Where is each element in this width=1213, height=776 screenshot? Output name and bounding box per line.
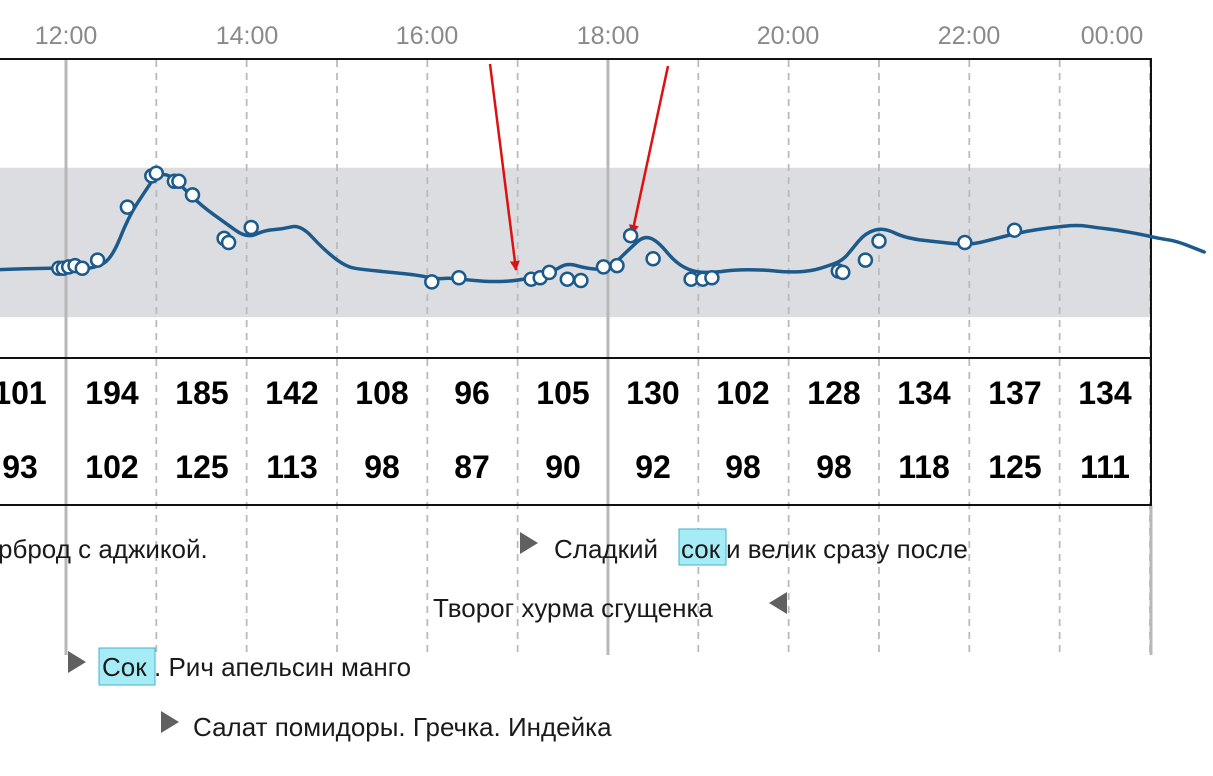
time-label-18: 18:00: [577, 22, 640, 50]
reading-marker: [645, 251, 661, 267]
reading-marker: [119, 199, 136, 215]
table-cell: 134: [1078, 375, 1132, 411]
table-row-min: 93 102 125 113 98 87 90 92 98 98 118 125…: [2, 449, 1130, 485]
note-text: . Рич апельсин манго: [154, 652, 411, 682]
table-cell: 108: [355, 375, 408, 411]
reading-marker: [622, 227, 639, 244]
reading-marker: [74, 260, 91, 277]
reading-marker: [424, 274, 440, 290]
red-arrow-1: [488, 63, 520, 271]
reading-marker: [89, 252, 106, 268]
reading-marker: [220, 234, 237, 251]
reading-marker: [609, 257, 625, 274]
reading-marker: [957, 234, 973, 251]
table-cell: 113: [266, 449, 318, 485]
reading-marker: [835, 264, 851, 281]
table-cell: 90: [545, 449, 581, 485]
reading-marker: [451, 270, 467, 286]
table-cell: 98: [725, 449, 761, 485]
reading-marker: [595, 259, 612, 275]
table-cell: 105: [536, 375, 589, 411]
table-row-max: 101 194 185 142 108 96 105 130 102 128 1…: [0, 375, 1132, 411]
event-notes: рброд с аджикой. Сладкий сок и велик сра…: [0, 528, 968, 742]
time-label-14: 14:00: [216, 22, 279, 50]
reading-marker: [148, 165, 165, 181]
reading-marker: [559, 271, 576, 287]
highlighted-word: Сок: [102, 652, 147, 682]
table-cell: 137: [988, 375, 1041, 411]
note-text: Салат помидоры. Гречка. Индейка: [193, 712, 612, 742]
table-cell: 98: [816, 449, 852, 485]
table-cell: 87: [454, 449, 490, 485]
table-cell: 102: [85, 449, 138, 485]
note-text: рброд с аджикой.: [0, 534, 208, 564]
table-cell: 125: [988, 449, 1041, 485]
time-label-12: 12:00: [35, 22, 98, 50]
table-cell: 98: [364, 449, 400, 485]
table-cell: 194: [85, 375, 139, 411]
table-cell: 102: [716, 375, 769, 411]
time-label-00: 00:00: [1081, 22, 1144, 50]
reading-marker: [171, 173, 187, 190]
note-text: Сладкий: [554, 534, 658, 564]
table-cell: 118: [898, 449, 950, 485]
table-cell: 134: [897, 375, 951, 411]
red-arrow-2: [628, 65, 670, 235]
reading-marker: [573, 272, 589, 289]
reading-markers: [51, 165, 1023, 290]
time-axis-labels: 12:00 14:00 16:00 18:00 20:00 22:00 00:0…: [35, 22, 1144, 50]
reading-marker: [1006, 222, 1023, 238]
triangle-right-icon: [68, 651, 86, 673]
reading-marker: [704, 270, 720, 286]
note-text: Творог хурма сгущенка: [433, 593, 713, 623]
reading-marker: [541, 264, 558, 281]
triangle-right-icon: [520, 532, 538, 554]
table-cell: 101: [0, 375, 47, 411]
search-highlight: [98, 647, 156, 686]
triangle-left-icon: [769, 592, 787, 614]
reading-marker: [871, 233, 887, 249]
highlighted-word: сок: [681, 534, 721, 564]
reading-marker: [243, 219, 259, 236]
table-cell: 96: [454, 375, 490, 411]
triangle-right-icon: [161, 711, 179, 733]
table-cell: 130: [626, 375, 679, 411]
table-cell: 125: [175, 449, 228, 485]
table-cell: 128: [807, 375, 860, 411]
table-cell: 111: [1080, 449, 1130, 485]
table-cell: 142: [265, 375, 318, 411]
table-cell: 92: [635, 449, 671, 485]
search-highlight: [678, 528, 727, 566]
note-text: и велик сразу после: [726, 534, 968, 564]
time-label-22: 22:00: [938, 22, 1001, 50]
table-cell: 185: [175, 375, 228, 411]
reading-marker: [857, 252, 874, 268]
time-label-16: 16:00: [396, 22, 459, 50]
time-label-20: 20:00: [757, 22, 820, 50]
table-cell: 93: [2, 449, 38, 485]
plot-frame: [0, 58, 1152, 506]
reading-marker: [184, 187, 201, 203]
